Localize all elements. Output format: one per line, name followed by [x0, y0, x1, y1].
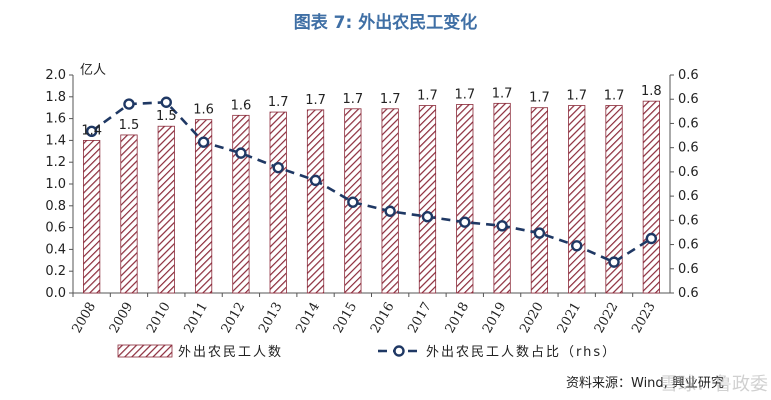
left-axis-unit: 亿人 — [80, 63, 106, 78]
line-point — [459, 216, 471, 228]
left-tick-label: 1.8 — [45, 90, 66, 105]
bar-data-label: 1.7 — [380, 92, 401, 107]
left-tick-label: 0.2 — [45, 264, 66, 279]
x-tick-label: 2021 — [555, 300, 585, 336]
right-tick-label: 0.6 — [678, 92, 699, 107]
bar — [381, 108, 399, 294]
x-tick-label: 2017 — [405, 300, 435, 336]
bar-data-label: 1.7 — [492, 86, 513, 101]
line-point — [496, 220, 508, 232]
legend-bar-swatch — [117, 344, 173, 358]
bar-data-label: 1.8 — [641, 84, 662, 99]
labels-layer: 1.4 1.5 1.5 1.6 1.6 1.7 1.7 1.7 1.7 1.7 1.7 1.7 1.7 1… — [81, 84, 661, 138]
x-tick-label: 2008 — [70, 300, 100, 336]
x-tick-label: 2012 — [219, 300, 249, 336]
line-point — [571, 240, 583, 252]
left-tick-label: 0.4 — [45, 242, 66, 257]
bar-data-label: 1.7 — [566, 89, 587, 104]
line-point — [347, 196, 359, 208]
x-tick-label: 2020 — [517, 300, 547, 336]
bar-data-label: 1.5 — [119, 118, 140, 133]
x-tick-label: 2015 — [331, 300, 361, 336]
x-tick-label: 2011 — [181, 300, 211, 336]
left-tick-label: 0.8 — [45, 199, 66, 214]
x-tick-label: 2019 — [480, 300, 510, 336]
source-note: 资料来源：Wind, 興业研究 — [566, 376, 724, 391]
left-tick-label: 1.6 — [45, 112, 66, 127]
right-tick-label: 0.6 — [678, 189, 699, 204]
x-tick-label: 2022 — [592, 300, 622, 336]
bar — [568, 105, 586, 294]
legend-line-label: 外出农民工人数占比（rhs） — [426, 345, 617, 360]
line-point — [645, 232, 658, 245]
x-tick-label: 2009 — [107, 300, 137, 336]
legend: 外出农民工人数 外出农民工人数占比（rhs） — [117, 344, 617, 360]
line-point — [160, 96, 172, 108]
bar — [232, 114, 250, 294]
bar — [269, 111, 287, 294]
bar-data-label: 1.7 — [268, 95, 289, 110]
line-point — [123, 98, 135, 110]
x-tick-label: 2016 — [368, 300, 398, 336]
legend-line-marker — [393, 345, 405, 357]
bar — [194, 119, 213, 294]
legend-bar-label: 外出农民工人数 — [178, 345, 283, 360]
line-layer — [85, 96, 658, 268]
bar — [418, 105, 437, 294]
left-tick-label: 1.2 — [45, 155, 66, 170]
bar-data-label: 1.7 — [417, 89, 438, 104]
left-tick-label: 0.6 — [45, 221, 66, 236]
x-tick-label: 2010 — [144, 300, 174, 336]
line-point — [272, 161, 284, 174]
right-tick-label: 0.6 — [678, 116, 699, 131]
x-tick-label: 2014 — [293, 300, 323, 336]
bar — [642, 100, 660, 294]
x-tick-label: 2023 — [629, 300, 659, 336]
right-tick-label: 0.6 — [678, 286, 699, 301]
chart-title: 图表 7: 外出农民工变化 — [293, 13, 478, 33]
bar — [530, 107, 549, 294]
bar — [605, 105, 623, 294]
bar-data-label: 1.5 — [156, 109, 177, 124]
right-tick-label: 0.6 — [678, 238, 699, 253]
bar-data-label: 1.7 — [604, 89, 625, 104]
x-tick-label: 2013 — [256, 300, 286, 336]
line-point — [85, 125, 98, 138]
bar-data-label: 1.7 — [305, 93, 326, 108]
left-tick-label: 0.0 — [45, 286, 66, 301]
bar-data-label: 1.6 — [193, 103, 214, 118]
line-point — [608, 256, 620, 268]
right-tick-label: 0.6 — [678, 141, 699, 156]
right-tick-label: 0.6 — [678, 165, 699, 180]
left-tick-label: 1.0 — [45, 177, 66, 192]
bar — [157, 125, 175, 294]
right-tick-label: 0.6 — [678, 262, 699, 277]
bar-data-label: 1.7 — [529, 91, 550, 106]
left-tick-label: 1.4 — [45, 133, 66, 148]
right-tick-label: 0.6 — [678, 68, 699, 83]
line-point — [309, 174, 322, 187]
line-point — [235, 147, 247, 159]
bar — [83, 139, 101, 294]
bar-data-label: 1.6 — [231, 98, 252, 113]
line-point — [197, 136, 210, 148]
bar-data-label: 1.4 — [81, 123, 102, 138]
line-point — [384, 205, 396, 217]
x-tick-label: 2018 — [443, 300, 473, 336]
line-point — [533, 227, 546, 239]
left-tick-label: 2.0 — [45, 68, 66, 83]
share-line — [90, 100, 653, 264]
bar-data-label: 1.7 — [454, 87, 475, 102]
bar — [493, 102, 511, 294]
bar — [120, 134, 138, 294]
line-point — [421, 210, 434, 223]
bars-layer — [83, 100, 660, 294]
bar — [456, 104, 474, 294]
right-tick-label: 0.6 — [678, 213, 699, 228]
bar — [306, 109, 325, 294]
bar-data-label: 1.7 — [343, 92, 364, 107]
